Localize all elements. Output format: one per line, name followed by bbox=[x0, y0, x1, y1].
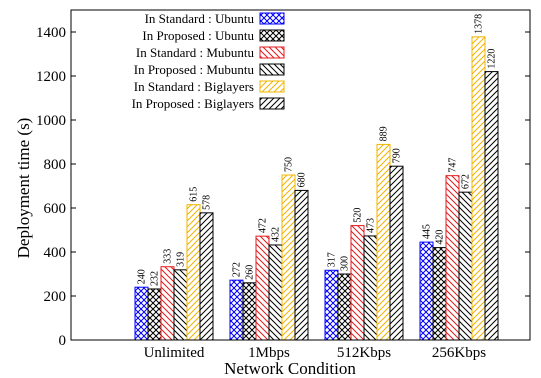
bar-256kbps-s3 bbox=[458, 191, 473, 341]
x-tick-label: 512Kbps bbox=[337, 345, 391, 361]
bar-512kbps-s1 bbox=[337, 273, 352, 341]
plot-frame bbox=[70, 9, 531, 341]
data-label: 232 bbox=[150, 271, 161, 286]
y-tick-label: 1200 bbox=[36, 69, 66, 85]
data-label: 432 bbox=[271, 227, 282, 242]
data-label: 420 bbox=[435, 230, 446, 245]
data-label: 333 bbox=[163, 249, 174, 264]
y-tick-label: 800 bbox=[44, 157, 67, 173]
bar-256kbps-s1 bbox=[432, 247, 447, 341]
bar-256kbps-s2 bbox=[445, 175, 460, 341]
legend-label: In Proposed : Mubuntu bbox=[134, 62, 255, 77]
y-tick-label: 400 bbox=[44, 245, 67, 261]
data-label: 747 bbox=[448, 158, 459, 173]
bar-unlimited-s0 bbox=[134, 286, 149, 341]
bar-unlimited-s1 bbox=[147, 288, 162, 341]
data-label: 272 bbox=[232, 262, 243, 277]
legend-swatch bbox=[259, 63, 285, 76]
data-label: 240 bbox=[137, 269, 148, 284]
data-label: 445 bbox=[422, 224, 433, 239]
bar-256kbps-s4 bbox=[471, 36, 486, 341]
bar-unlimited-s3 bbox=[173, 269, 188, 341]
x-tick-label: 1Mbps bbox=[248, 345, 290, 361]
data-label: 1378 bbox=[474, 14, 485, 34]
data-label: 319 bbox=[176, 252, 187, 267]
legend-label: In Proposed : Biglayers bbox=[132, 96, 254, 111]
bar-1mbps-s3 bbox=[268, 244, 283, 341]
data-label: 473 bbox=[366, 218, 377, 233]
data-label: 790 bbox=[392, 148, 403, 163]
data-label: 317 bbox=[327, 252, 338, 267]
bar-1mbps-s5 bbox=[294, 189, 309, 341]
y-tick-label: 1000 bbox=[36, 113, 66, 129]
legend-swatch bbox=[259, 12, 285, 25]
legend-label: In Standard : Ubuntu bbox=[145, 11, 255, 26]
bar-512kbps-s0 bbox=[324, 269, 339, 341]
legend-swatch bbox=[259, 80, 285, 93]
bar-256kbps-s5 bbox=[484, 71, 499, 341]
data-label: 889 bbox=[379, 126, 390, 141]
bar-512kbps-s3 bbox=[363, 235, 378, 341]
y-tick-label: 0 bbox=[59, 333, 67, 349]
x-axis-label: Network Condition bbox=[224, 359, 356, 378]
bar-256kbps-s0 bbox=[419, 241, 434, 341]
bar-unlimited-s2 bbox=[160, 266, 175, 341]
data-label: 300 bbox=[340, 256, 351, 271]
y-tick-label: 600 bbox=[44, 201, 67, 217]
bar-1mbps-s2 bbox=[255, 235, 270, 341]
data-label: 750 bbox=[284, 157, 295, 172]
y-axis-label: Deployment time (s) bbox=[14, 118, 33, 259]
axes-layer: Unlimited 1Mbps 512Kbps 256Kbps 0 200 400 600 80… bbox=[36, 9, 531, 361]
bar-unlimited-s5 bbox=[199, 212, 214, 341]
data-label: 472 bbox=[258, 218, 269, 233]
legend: In Standard : Ubuntu In Proposed : Ubuntu… bbox=[132, 11, 285, 111]
legend-label: In Proposed : Ubuntu bbox=[142, 28, 254, 43]
x-tick-label: 256Kbps bbox=[432, 345, 486, 361]
data-label: 260 bbox=[245, 265, 256, 280]
bar-512kbps-s2 bbox=[350, 225, 365, 341]
data-label: 578 bbox=[202, 195, 213, 210]
bar-1mbps-s0 bbox=[229, 279, 244, 341]
legend-swatch bbox=[259, 46, 285, 59]
bar-512kbps-s5 bbox=[389, 165, 404, 341]
data-label: 520 bbox=[353, 208, 364, 223]
bar-1mbps-s4 bbox=[281, 174, 296, 341]
data-label: 1220 bbox=[487, 49, 498, 69]
legend-swatch bbox=[259, 97, 285, 110]
bar-1mbps-s1 bbox=[242, 282, 257, 341]
legend-label: In Standard : Mubuntu bbox=[136, 45, 255, 60]
data-label: 672 bbox=[461, 174, 472, 189]
legend-swatch bbox=[259, 29, 285, 42]
bar-512kbps-s4 bbox=[376, 143, 391, 341]
data-label: 615 bbox=[189, 187, 200, 202]
legend-label: In Standard : Biglayers bbox=[134, 79, 254, 94]
bar-unlimited-s4 bbox=[186, 204, 201, 341]
data-label: 680 bbox=[297, 172, 308, 187]
y-tick-label: 200 bbox=[44, 289, 67, 305]
y-tick-label: 1400 bbox=[36, 25, 66, 41]
x-tick-label: Unlimited bbox=[144, 345, 205, 361]
